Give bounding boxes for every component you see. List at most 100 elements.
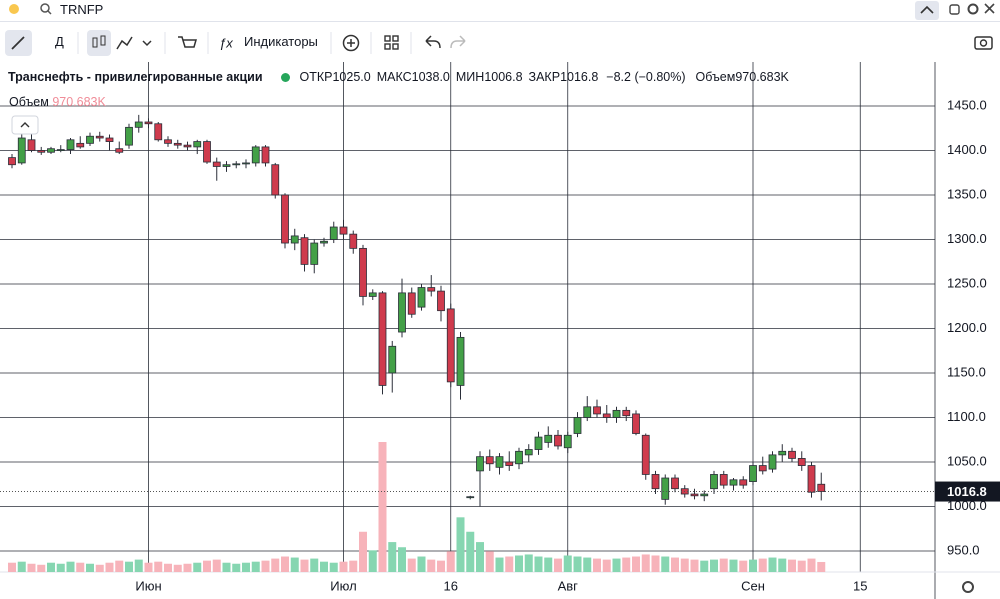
candle-body bbox=[632, 413, 640, 434]
collapse-button[interactable] bbox=[915, 1, 939, 20]
volume-bar bbox=[641, 554, 650, 572]
search-icon-handle bbox=[47, 10, 52, 15]
candle-body bbox=[622, 409, 631, 417]
volume-bar bbox=[758, 558, 767, 572]
candle-body bbox=[505, 461, 514, 466]
window-button[interactable] bbox=[949, 4, 960, 15]
volume-bar bbox=[671, 557, 679, 572]
x-tick-label: Июл bbox=[330, 578, 356, 593]
x-tick-label: Сен bbox=[741, 578, 765, 593]
candle-body bbox=[788, 450, 796, 459]
candle-body bbox=[485, 456, 494, 465]
volume-bar bbox=[251, 561, 260, 572]
candle-body bbox=[495, 456, 504, 468]
candle-body bbox=[339, 226, 348, 235]
candle-body bbox=[446, 308, 455, 383]
candle-icon bbox=[100, 35, 106, 46]
legend-item: ОТКР1025.0 bbox=[300, 70, 371, 84]
close-button-line bbox=[984, 3, 995, 14]
volume-bar bbox=[368, 550, 377, 572]
volume-bar bbox=[719, 558, 728, 572]
volume-bar bbox=[583, 557, 592, 572]
add-button[interactable] bbox=[342, 34, 360, 52]
volume-bar bbox=[17, 561, 26, 572]
x-tick-label: 15 bbox=[853, 578, 867, 593]
volume-legend-title: Объем bbox=[695, 70, 736, 84]
volume-bar bbox=[427, 559, 436, 572]
legend-item: МИН1006.8 bbox=[456, 70, 523, 84]
volume-bar bbox=[788, 559, 796, 572]
volume-bar bbox=[310, 558, 319, 572]
legend-item-value: 1025.0 bbox=[332, 70, 371, 84]
screenshot-button[interactable] bbox=[974, 36, 993, 50]
candle-body bbox=[27, 139, 36, 151]
volume-bar bbox=[271, 558, 280, 572]
volume-collapse-button[interactable] bbox=[11, 115, 39, 135]
candle-body bbox=[563, 434, 572, 449]
undo-button[interactable] bbox=[425, 35, 441, 49]
toolbar: ƒx Д Индикаторы bbox=[0, 28, 1000, 58]
candle-body bbox=[281, 194, 289, 244]
cart-button[interactable] bbox=[178, 36, 197, 48]
volume-bar bbox=[797, 560, 806, 572]
volume-bar bbox=[446, 551, 455, 572]
legend-item-label: ОТКР bbox=[299, 70, 333, 84]
volume-bar bbox=[612, 558, 621, 572]
layout-icon bbox=[392, 43, 399, 50]
volume-bar bbox=[534, 556, 543, 572]
candle-body bbox=[651, 474, 660, 490]
candle-body bbox=[183, 144, 192, 148]
volume-bar bbox=[485, 551, 494, 572]
axis-settings-button[interactable] bbox=[962, 581, 974, 593]
top-bar: TRNFP bbox=[0, 0, 1000, 22]
x-tick-label: Авг bbox=[558, 578, 579, 593]
volume-bar bbox=[320, 561, 328, 572]
volume-bar bbox=[466, 531, 475, 572]
candle-body bbox=[193, 141, 202, 148]
volume-bar bbox=[817, 561, 826, 572]
volume-bar bbox=[66, 561, 75, 572]
y-tick-label: 1000.0 bbox=[947, 498, 987, 513]
volume-bar bbox=[700, 560, 709, 572]
candle-body bbox=[417, 287, 426, 308]
volume-bar bbox=[778, 558, 787, 572]
volume-bar bbox=[144, 562, 153, 572]
candle-body bbox=[115, 148, 124, 153]
candle-body bbox=[427, 287, 436, 292]
collapse-icon bbox=[920, 5, 934, 14]
legend-item-label: МИН bbox=[455, 70, 485, 84]
redo-button[interactable] bbox=[450, 35, 466, 49]
settings-button[interactable] bbox=[967, 3, 979, 15]
candle-body bbox=[76, 142, 85, 148]
symbol[interactable]: TRNFP bbox=[60, 2, 104, 17]
y-tick-label: 1050.0 bbox=[947, 453, 987, 468]
volume-bar bbox=[56, 563, 65, 572]
search-icon[interactable] bbox=[40, 3, 50, 13]
volume-bar bbox=[739, 560, 748, 572]
layout-button[interactable] bbox=[384, 35, 391, 42]
candle-body bbox=[641, 434, 650, 475]
candle-body bbox=[242, 162, 250, 165]
indicators-button[interactable]: Индикаторы bbox=[244, 34, 318, 49]
candle-body bbox=[134, 121, 143, 128]
volume-bar bbox=[407, 558, 416, 572]
volume-bar bbox=[456, 517, 465, 572]
status-dot bbox=[280, 72, 290, 82]
candle-body bbox=[729, 479, 738, 486]
candle-body bbox=[8, 157, 16, 166]
volume-bar bbox=[651, 555, 660, 572]
area-button[interactable] bbox=[116, 36, 133, 50]
volume-bar bbox=[563, 555, 572, 572]
volume-bar bbox=[680, 558, 689, 572]
volume-bar bbox=[398, 547, 406, 572]
last-price-tag bbox=[935, 481, 1000, 502]
candle-body bbox=[251, 146, 260, 164]
volume-bar bbox=[193, 562, 202, 572]
y-tick-label: 1250.0 bbox=[947, 275, 987, 290]
volume-bar bbox=[203, 560, 211, 572]
candle-body bbox=[398, 292, 406, 333]
interval[interactable]: Д bbox=[55, 34, 64, 49]
volume-bar bbox=[339, 561, 348, 572]
y-tick-label: 1150.0 bbox=[947, 364, 986, 379]
chart-type-menu[interactable] bbox=[142, 40, 152, 47]
